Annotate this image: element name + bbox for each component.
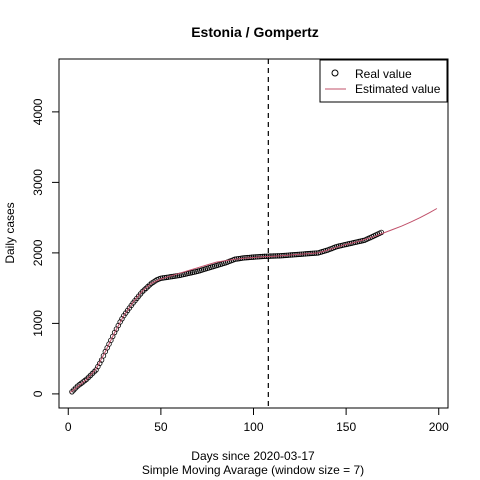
real-value-points [69,229,385,395]
y-axis-label: Daily cases [3,202,17,263]
chart-title: Estonia / Gompertz [191,24,319,40]
real-value-point [89,370,96,377]
y-tick-label: 0 [31,390,45,397]
real-value-point [87,372,94,379]
x-tick-label: 0 [65,420,72,434]
x-axis: 0 50 100 150 200 [65,408,449,434]
legend: Real value Estimated value [319,59,448,103]
y-tick-label: 4000 [31,98,45,125]
legend-box [319,59,448,103]
y-tick-label: 1000 [31,310,45,337]
y-tick-label: 3000 [31,169,45,196]
x-axis-label: Days since 2020-03-17 [191,449,315,463]
real-value-point [172,273,179,279]
x-axis-sublabel: Simple Moving Avarage (window size = 7) [142,463,364,477]
estimated-value-line [69,208,438,393]
real-value-point [91,369,97,375]
legend-label-real: Real value [355,67,412,81]
real-value-point [171,273,177,279]
x-tick-label: 200 [429,420,449,434]
real-value-point [85,374,92,380]
legend-label-estimated: Estimated value [355,82,441,96]
real-value-point [161,275,168,281]
x-tick-label: 150 [336,420,356,434]
plot-frame [58,58,449,409]
y-axis: 0 1000 2000 3000 4000 [31,98,59,397]
real-value-point [163,274,170,281]
real-value-point [84,376,90,382]
x-tick-label: 50 [154,420,168,434]
legend-point-marker [331,69,339,77]
x-tick-label: 100 [243,420,263,434]
y-tick-label: 2000 [31,239,45,266]
